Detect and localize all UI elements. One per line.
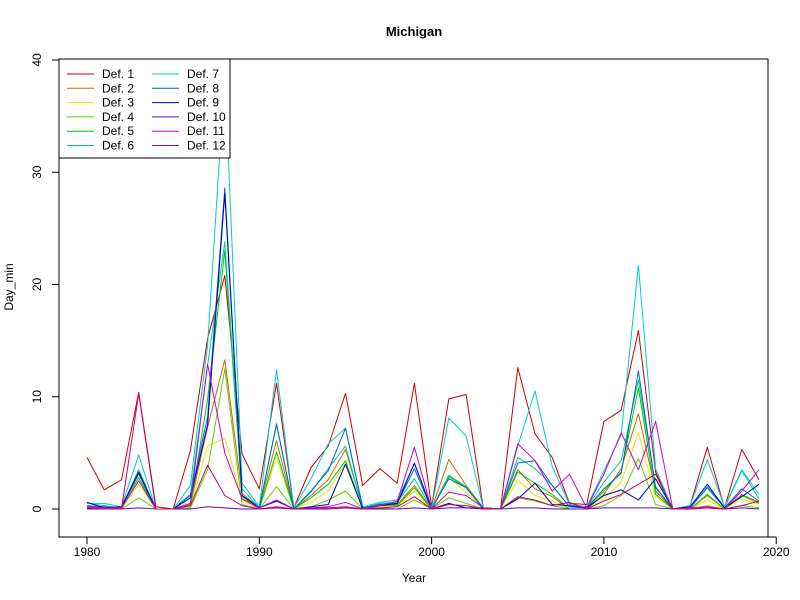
series-line-def-8 bbox=[86, 187, 760, 510]
legend-box bbox=[58, 58, 231, 159]
series-line-def-1 bbox=[86, 275, 760, 510]
series-line-def-2 bbox=[86, 359, 760, 510]
legend-label: Def. 1 bbox=[102, 67, 134, 81]
series-line-def-5 bbox=[86, 250, 760, 510]
legend-label: Def. 2 bbox=[102, 81, 134, 95]
y-tick-label: 0 bbox=[30, 505, 44, 512]
legend-label: Def. 11 bbox=[187, 124, 225, 138]
x-tick-label: 2020 bbox=[763, 545, 790, 559]
chart-title: Michigan bbox=[386, 24, 442, 39]
legend-label: Def. 5 bbox=[102, 124, 134, 138]
legend-label: Def. 7 bbox=[187, 67, 219, 81]
series-line-def-3 bbox=[86, 432, 760, 510]
x-tick-label: 1980 bbox=[74, 545, 101, 559]
x-tick-label: 2010 bbox=[591, 545, 618, 559]
series-line-def-9 bbox=[86, 193, 760, 510]
series-line-def-12 bbox=[86, 392, 760, 510]
legend-label: Def. 9 bbox=[187, 96, 219, 110]
series-layer bbox=[86, 73, 760, 510]
y-tick-label: 20 bbox=[30, 278, 44, 292]
series-line-def-10 bbox=[87, 506, 760, 510]
series-line-def-11 bbox=[86, 363, 760, 510]
legend-label: Def. 8 bbox=[187, 81, 219, 95]
series-line-def-4 bbox=[87, 368, 760, 510]
legend-label: Def. 12 bbox=[187, 139, 226, 153]
legend-label: Def. 6 bbox=[102, 139, 134, 153]
legend-label: Def. 10 bbox=[187, 110, 226, 124]
x-tick-label: 2000 bbox=[418, 545, 445, 559]
y-axis-label: Day_min bbox=[2, 263, 16, 310]
y-tick-label: 40 bbox=[30, 53, 44, 67]
y-tick-label: 10 bbox=[30, 390, 44, 404]
legend-label: Def. 4 bbox=[102, 110, 134, 124]
y-tick-label: 30 bbox=[30, 165, 44, 179]
legend-label: Def. 3 bbox=[102, 96, 134, 110]
x-axis: 1980 1990 2000 2010 2020 bbox=[74, 536, 790, 559]
x-tick-label: 1990 bbox=[246, 545, 273, 559]
x-axis-label: Year bbox=[402, 571, 426, 585]
